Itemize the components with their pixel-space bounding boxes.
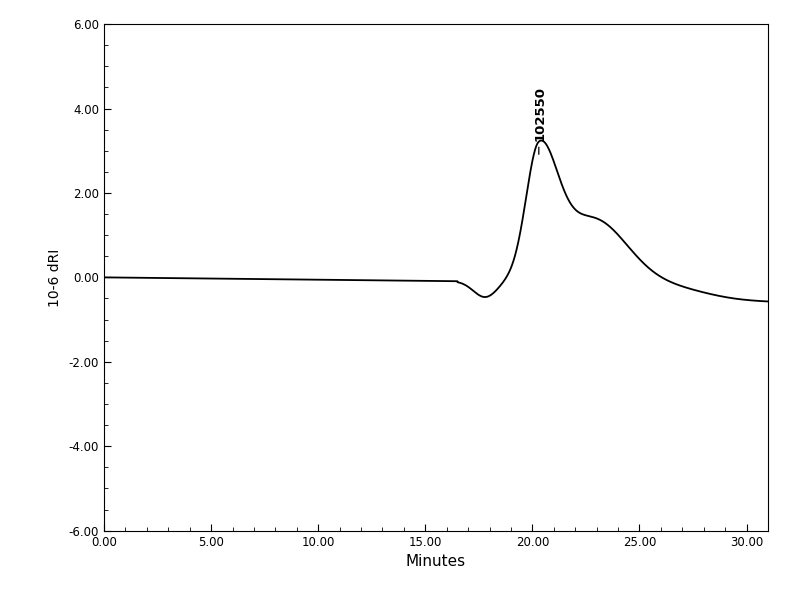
X-axis label: Minutes: Minutes — [406, 554, 466, 569]
Text: 102550: 102550 — [534, 86, 546, 141]
Y-axis label: 10-6 dRI: 10-6 dRI — [48, 248, 62, 306]
